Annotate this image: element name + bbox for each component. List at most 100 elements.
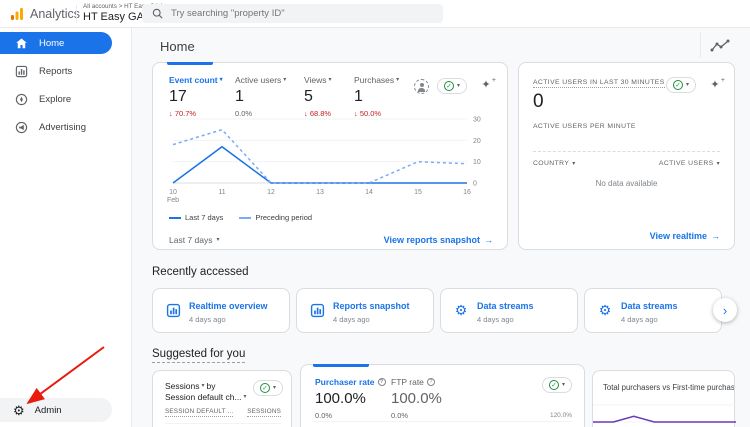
recent-card-label: Realtime overview <box>189 301 268 311</box>
chevron-down-icon <box>562 382 565 388</box>
card-metric-selector[interactable]: Sessions by <box>165 381 216 391</box>
insights-sparkle-icon[interactable] <box>708 78 722 92</box>
rate-value: 100.0% <box>315 390 386 407</box>
view-reports-snapshot-link[interactable]: View reports snapshot <box>384 235 493 245</box>
chevron-down-icon <box>244 394 247 400</box>
check-circle-icon <box>260 383 270 393</box>
insights-toggle-button[interactable] <box>710 38 734 54</box>
metric-selector[interactable]: Views <box>304 75 332 85</box>
home-icon <box>15 37 28 50</box>
sidebar-item-explore[interactable]: Explore <box>0 85 131 113</box>
overview-line-chart: 010203010Feb111213141516 <box>165 113 501 209</box>
sidebar-item-home[interactable]: Home <box>0 32 112 54</box>
chevron-down-icon <box>202 383 205 389</box>
svg-text:15: 15 <box>414 189 422 196</box>
data-quality-badge[interactable] <box>253 380 283 396</box>
overview-card: Event count 17 ↓ 70.7% Active users 1 0.… <box>152 62 508 250</box>
sidebar-item-reports[interactable]: Reports <box>0 57 131 85</box>
gear-icon: ⚙ <box>597 302 613 318</box>
metric-selector[interactable]: Purchases <box>354 75 399 85</box>
sessions-column-header[interactable]: SESSIONS <box>247 408 281 417</box>
app-header: Analytics All accounts > HT Easy GA4 HT … <box>0 0 750 28</box>
rate-delta: 0.0% <box>391 411 442 420</box>
svg-text:13: 13 <box>316 189 324 196</box>
divider <box>700 32 701 58</box>
svg-text:0: 0 <box>473 181 477 188</box>
metric-selector[interactable]: Event count <box>169 75 223 85</box>
info-icon <box>427 378 435 386</box>
metric-value: 1 <box>235 88 286 106</box>
chevron-right-icon: › <box>723 303 727 318</box>
sidebar-item-admin[interactable]: ⚙ Admin <box>0 398 112 422</box>
property-name: HT Easy GA4 <box>83 11 150 23</box>
country-column-header[interactable]: COUNTRY <box>533 160 576 167</box>
realtime-active-users-value: 0 <box>533 91 544 113</box>
svg-text:10: 10 <box>169 189 177 196</box>
trending-chart-icon <box>710 38 732 53</box>
data-quality-badge[interactable] <box>437 78 467 94</box>
analytics-logo[interactable]: Analytics <box>10 0 80 28</box>
chevron-down-icon <box>717 161 720 167</box>
data-quality-badge[interactable] <box>542 377 572 393</box>
sidebar-item-label: Home <box>39 38 64 49</box>
search-bar[interactable] <box>142 4 443 23</box>
insights-sparkle-icon[interactable] <box>479 78 493 92</box>
recent-card-realtime-overview[interactable]: Realtime overview 4 days ago <box>152 288 290 333</box>
rate-value: 100.0% <box>391 390 442 407</box>
page-title: Home <box>160 39 195 54</box>
legend-preceding-period: Preceding period <box>239 213 312 222</box>
recent-card-time: 4 days ago <box>333 315 370 324</box>
realtime-title: ACTIVE USERS IN LAST 30 MINUTES <box>533 79 665 88</box>
tab-ftp-rate[interactable]: FTP rate 100.0% 0.0% <box>391 377 442 420</box>
dashed-line-swatch <box>239 217 251 219</box>
sidebar-nav: Home Reports Explore Adver <box>0 28 132 427</box>
admin-label: Admin <box>35 405 62 416</box>
sidebar-item-label: Reports <box>39 66 72 77</box>
chevron-down-icon <box>572 161 575 167</box>
arrow-right-icon <box>711 231 720 241</box>
active-tab-indicator <box>313 364 369 367</box>
arrow-right-icon <box>484 235 493 245</box>
tab-purchaser-rate[interactable]: Purchaser rate 100.0% 0.0% <box>315 377 386 420</box>
recent-card-data-streams[interactable]: ⚙ Data streams 4 days ago <box>440 288 578 333</box>
empty-state-text: No data available <box>519 179 734 188</box>
sidebar-item-label: Explore <box>39 94 71 105</box>
date-range-selector[interactable]: Last 7 days <box>169 235 220 245</box>
card-dimension-selector[interactable]: Session default ch... <box>165 392 247 402</box>
recent-card-reports-snapshot[interactable]: Reports snapshot 4 days ago <box>296 288 434 333</box>
metric-selector[interactable]: Active users <box>235 75 286 85</box>
main-content: Home Event count 17 ↓ 70.7% Active users… <box>132 28 750 427</box>
rate-delta: 0.0% <box>315 411 386 420</box>
dimension-column-header[interactable]: SESSION DEFAULT ... <box>165 408 233 417</box>
search-input[interactable] <box>171 8 411 19</box>
chevron-down-icon <box>273 385 276 391</box>
per-minute-label: ACTIVE USERS PER MINUTE <box>533 123 636 130</box>
explore-compass-icon <box>15 93 28 106</box>
sessions-by-channel-card: Sessions by Session default ch... SESSIO… <box>152 370 292 427</box>
metric-event-count: Event count 17 ↓ 70.7% <box>169 75 223 118</box>
audience-compare-icon[interactable] <box>414 79 429 94</box>
total-purchasers-card: Total purchasers vs First-time purchaser… <box>592 370 735 427</box>
chevron-down-icon <box>216 237 219 243</box>
sidebar-item-advertising[interactable]: Advertising <box>0 113 131 141</box>
y-axis-tick-label: 120.0% <box>550 412 572 419</box>
view-realtime-link[interactable]: View realtime <box>650 231 720 241</box>
scroll-next-button[interactable]: › <box>713 298 737 322</box>
dashed-divider <box>533 151 720 152</box>
chevron-down-icon <box>220 77 223 83</box>
chevron-down-icon <box>329 77 332 83</box>
sidebar-item-label: Advertising <box>39 122 86 133</box>
chevron-down-icon <box>396 77 399 83</box>
recent-card-data-streams[interactable]: ⚙ Data streams 4 days ago <box>584 288 722 333</box>
svg-text:20: 20 <box>473 138 481 145</box>
info-icon <box>378 378 386 386</box>
metric-active-users: Active users 1 0.0% <box>235 75 286 118</box>
recent-card-label: Reports snapshot <box>333 301 410 311</box>
metric-value: 1 <box>354 88 399 106</box>
purchaser-rate-card: Purchaser rate 100.0% 0.0% FTP rate 100.… <box>300 364 585 427</box>
gridline <box>313 421 572 422</box>
data-quality-badge[interactable] <box>666 77 696 93</box>
recent-card-label: Data streams <box>477 301 534 311</box>
chevron-down-icon <box>283 77 286 83</box>
active-users-column-header[interactable]: ACTIVE USERS <box>659 160 720 167</box>
